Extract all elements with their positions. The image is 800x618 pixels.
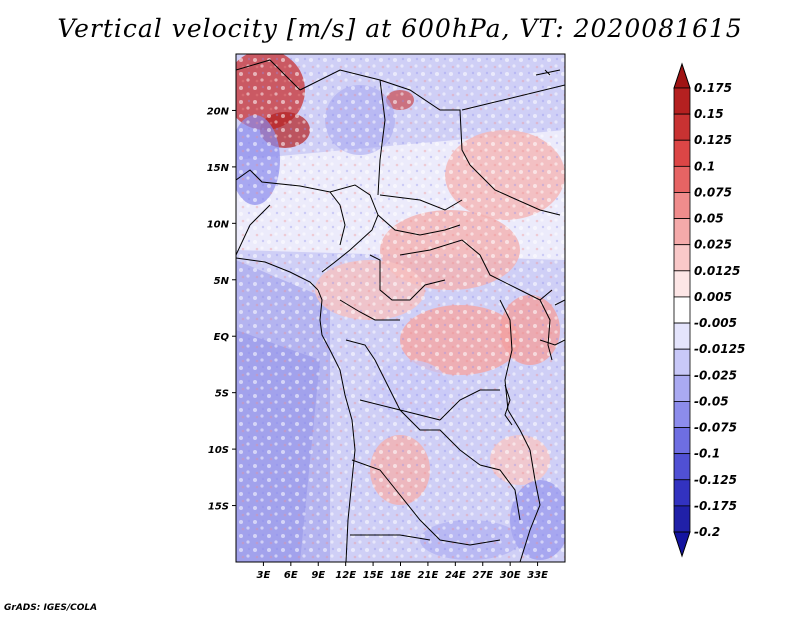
colorbar-swatch	[673, 427, 691, 455]
colorbar-swatch	[673, 139, 691, 167]
colorbar-swatch	[673, 479, 691, 507]
lat-tick-label: EQ	[214, 332, 230, 343]
longitude-axis: 3E 6E 9E 12E 15E 18E 21E 24E 27E 30E 33E	[257, 562, 548, 581]
colorbar-label: 0.075	[694, 185, 732, 199]
colorbar-swatch	[673, 505, 691, 533]
colorbar-label: -0.05	[694, 394, 729, 408]
colorbar-swatch	[673, 270, 691, 298]
colorbar-swatch	[673, 296, 691, 324]
colorbar-swatch	[673, 87, 691, 115]
lon-tick-label: 15E	[363, 570, 384, 581]
colorbar-swatch	[673, 453, 691, 481]
colorbar-swatch	[673, 401, 691, 428]
lat-tick-label: 5N	[214, 276, 230, 287]
lon-tick-label: 30E	[500, 570, 521, 581]
colorbar-swatch	[673, 374, 691, 402]
colorbar-swatch	[673, 218, 691, 246]
colorbar-swatch	[673, 348, 691, 376]
lon-tick-label: 6E	[284, 570, 298, 581]
lat-tick-label: 10N	[207, 219, 230, 230]
colorbar-label: -0.075	[694, 421, 737, 435]
colorbar-swatch	[673, 192, 691, 219]
lat-tick-label: 15N	[207, 163, 230, 174]
colorbar-label: -0.0125	[694, 342, 745, 356]
lon-tick-label: 18E	[390, 570, 411, 581]
colorbar-label: 0.0125	[694, 264, 740, 278]
lat-tick-label: 20N	[207, 106, 230, 117]
colorbar-label: 0.175	[694, 81, 732, 95]
colorbar-label: 0.125	[694, 133, 732, 147]
lon-tick-label: 12E	[335, 570, 356, 581]
colorbar: 0.175 0.15 0.125 0.1 0.075 0.05 0.025 0.0125 0.0…	[673, 62, 745, 558]
credit-text: GrADS: IGES/COLA	[4, 603, 98, 613]
lon-tick-label: 9E	[311, 570, 325, 581]
country-borders	[236, 59, 565, 562]
colorbar-swatch	[673, 165, 691, 193]
lon-tick-label: 33E	[527, 570, 548, 581]
colorbar-label: 0.005	[694, 290, 732, 304]
colorbar-swatch	[673, 322, 691, 350]
lat-tick-label: 10S	[208, 445, 229, 456]
colorbar-top-arrow	[673, 62, 691, 89]
colorbar-swatch	[673, 244, 691, 272]
lat-tick-label: 15S	[208, 502, 229, 513]
colorbar-label: -0.005	[694, 316, 737, 330]
colorbar-bottom-arrow	[673, 531, 691, 558]
lon-tick-label: 3E	[257, 570, 271, 581]
colorbar-label: -0.175	[694, 499, 737, 513]
colorbar-label: -0.1	[694, 447, 720, 461]
lon-tick-label: 21E	[418, 570, 439, 581]
chart-title: Vertical velocity [m/s] at 600hPa, VT: 2…	[57, 14, 743, 43]
colorbar-swatch	[673, 113, 691, 141]
lon-tick-label: 27E	[472, 570, 493, 581]
lon-tick-label: 24E	[445, 570, 466, 581]
colorbar-label: 0.15	[694, 107, 724, 121]
latitude-axis: 20N 15N 10N 5N EQ 5S 10S 15S	[207, 106, 236, 513]
map-field	[236, 54, 565, 562]
colorbar-label: -0.2	[694, 525, 720, 539]
colorbar-label: 0.05	[694, 212, 724, 226]
colorbar-label: 0.025	[694, 238, 732, 252]
colorbar-label: 0.1	[694, 159, 715, 173]
lat-tick-label: 5S	[215, 389, 229, 400]
colorbar-label: -0.125	[694, 473, 737, 487]
colorbar-label: -0.025	[694, 368, 737, 382]
